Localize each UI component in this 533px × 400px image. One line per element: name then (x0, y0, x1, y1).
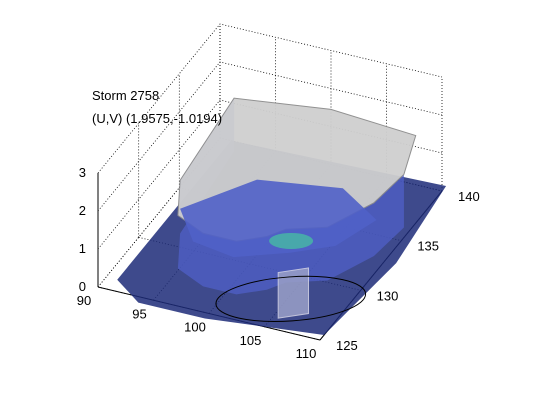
x-tick-label: 90 (77, 293, 91, 308)
x-tick-label: 105 (240, 333, 262, 348)
x-tick-label: 100 (184, 320, 206, 335)
x-tick-label: 110 (296, 346, 317, 361)
z-tick-label: 2 (79, 203, 86, 218)
x-tick-label: 95 (132, 306, 146, 321)
storm-interior-cut (180, 179, 377, 258)
x-floor-gridline (97, 137, 221, 288)
z-gridline (97, 99, 443, 250)
chart-title: Storm 2758 (92, 88, 160, 103)
z-tick-label: 1 (79, 241, 86, 256)
z-tick-label: 0 (79, 279, 86, 294)
storm-core (269, 232, 314, 249)
z-gridline (97, 23, 443, 174)
base-ellipse (215, 275, 367, 322)
y-tick-label: 125 (336, 338, 358, 353)
storm-isosurface (117, 97, 447, 336)
y-tick-label: 140 (458, 189, 480, 204)
y-tick-label: 130 (377, 288, 399, 303)
axis-ticks: 0 1 2 3 90 95 100 105 110 125 130 135 140 (77, 165, 480, 361)
storm-column (277, 267, 310, 319)
chart-subtitle: (U,V) (1.9575,-1.0194) (92, 111, 223, 126)
y-tick-label: 135 (417, 239, 439, 254)
z-tick-label: 3 (79, 165, 86, 180)
